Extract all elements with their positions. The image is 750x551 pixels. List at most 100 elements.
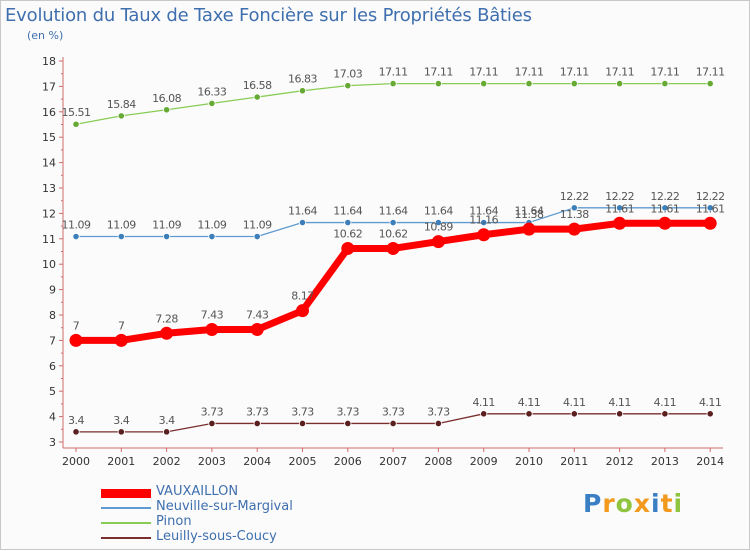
- logo-letter: P: [583, 489, 603, 518]
- x-tick-label: 2014: [696, 455, 724, 468]
- logo-letter: i: [651, 489, 661, 518]
- y-tick-label: 9: [49, 284, 56, 297]
- data-point-pinon: [298, 87, 307, 95]
- data-point-leuilly-sous-coucy: [298, 419, 307, 428]
- data-point-pinon: [706, 80, 714, 88]
- data-point-neuville-sur-margival: [615, 204, 624, 212]
- legend-label-vauxaillon: VAUXAILLON: [156, 484, 239, 499]
- data-label-leuilly-sous-coucy: 3.4: [68, 414, 84, 427]
- y-tick-label: 16: [42, 106, 56, 119]
- data-label-pinon: 16.08: [152, 92, 181, 105]
- data-label-neuville-sur-margival: 12.22: [605, 190, 634, 203]
- legend-label-pinon: Pinon: [156, 514, 192, 529]
- data-label-pinon: 17.11: [424, 66, 453, 79]
- data-point-vauxaillon: [250, 322, 264, 336]
- data-point-vauxaillon: [160, 326, 174, 340]
- data-point-neuville-sur-margival: [298, 218, 307, 227]
- series-layer: [69, 80, 717, 436]
- data-label-pinon: 17.11: [515, 66, 544, 79]
- data-point-leuilly-sous-coucy: [117, 428, 125, 436]
- x-tick-label: 2006: [334, 455, 362, 468]
- data-label-vauxaillon: 10.62: [379, 227, 408, 240]
- proxiti-logo: Proxiti: [583, 489, 683, 518]
- data-label-vauxaillon: 11.16: [469, 214, 498, 227]
- x-tick-label: 2007: [379, 455, 407, 468]
- data-point-neuville-sur-margival: [434, 218, 442, 227]
- data-label-vauxaillon: 7.43: [246, 308, 269, 321]
- data-point-neuville-sur-margival: [344, 218, 352, 227]
- y-tick-label: 6: [49, 360, 56, 373]
- y-tick-label: 13: [42, 182, 56, 195]
- data-point-vauxaillon: [658, 216, 672, 230]
- data-point-leuilly-sous-coucy: [344, 419, 352, 428]
- chart-unit-label: (en %): [27, 29, 64, 42]
- data-label-vauxaillon: 7: [73, 319, 80, 332]
- data-point-pinon: [344, 82, 352, 90]
- data-point-neuville-sur-margival: [72, 232, 80, 241]
- data-point-vauxaillon: [341, 241, 355, 255]
- data-label-leuilly-sous-coucy: 3.4: [113, 414, 129, 427]
- data-point-neuville-sur-margival: [661, 204, 669, 212]
- data-point-vauxaillon: [114, 333, 128, 347]
- data-label-leuilly-sous-coucy: 4.11: [472, 396, 495, 409]
- data-point-pinon: [480, 80, 488, 88]
- data-label-vauxaillon: 7.28: [155, 312, 178, 325]
- legend-label-leuilly-sous-coucy: Leuilly-sous-Coucy: [156, 529, 277, 544]
- x-tick-label: 2005: [289, 455, 317, 468]
- data-label-leuilly-sous-coucy: 3.73: [382, 405, 405, 418]
- y-tick-label: 15: [42, 131, 56, 144]
- data-point-leuilly-sous-coucy: [389, 419, 397, 428]
- x-tick-label: 2000: [62, 455, 90, 468]
- data-label-pinon: 17.11: [379, 66, 408, 79]
- data-point-pinon: [117, 112, 125, 120]
- data-point-neuville-sur-margival: [389, 218, 397, 227]
- x-tick-label: 2011: [560, 455, 588, 468]
- data-point-vauxaillon: [522, 222, 536, 236]
- data-point-leuilly-sous-coucy: [525, 410, 533, 418]
- legend-label-neuville-sur-margival: Neuville-sur-Margival: [156, 499, 293, 514]
- data-point-pinon: [570, 80, 578, 88]
- data-point-neuville-sur-margival: [480, 218, 488, 227]
- logo-letter: i: [673, 489, 684, 518]
- data-point-neuville-sur-margival: [117, 232, 125, 241]
- x-tick-label: 2002: [153, 455, 181, 468]
- data-point-pinon: [389, 80, 397, 88]
- data-label-pinon: 17.03: [333, 68, 362, 81]
- data-label-leuilly-sous-coucy: 3.73: [337, 405, 360, 418]
- data-point-leuilly-sous-coucy: [72, 428, 80, 436]
- data-label-neuville-sur-margival: 12.22: [650, 190, 679, 203]
- data-label-neuville-sur-margival: 11.64: [469, 205, 498, 218]
- data-point-vauxaillon: [386, 241, 400, 255]
- data-point-neuville-sur-margival: [706, 204, 714, 212]
- data-label-pinon: 17.11: [605, 66, 634, 79]
- legend-swatch-vauxaillon: [101, 488, 151, 498]
- data-point-leuilly-sous-coucy: [570, 410, 578, 418]
- y-tick-label: 5: [49, 385, 56, 398]
- x-tick-label: 2003: [198, 455, 226, 468]
- data-point-neuville-sur-margival: [570, 204, 578, 212]
- data-label-pinon: 17.11: [650, 66, 679, 79]
- data-point-vauxaillon: [703, 216, 717, 230]
- data-label-neuville-sur-margival: 11.64: [333, 205, 362, 218]
- data-label-leuilly-sous-coucy: 3.73: [201, 405, 224, 418]
- logo-letter: o: [615, 489, 634, 518]
- data-point-leuilly-sous-coucy: [661, 410, 669, 418]
- y-tick-label: 4: [49, 411, 56, 424]
- data-label-neuville-sur-margival: 12.22: [560, 190, 589, 203]
- y-tick-label: 12: [42, 207, 56, 220]
- data-label-neuville-sur-margival: 11.64: [379, 205, 408, 218]
- data-label-neuville-sur-margival: 11.09: [197, 219, 226, 232]
- data-point-leuilly-sous-coucy: [480, 410, 488, 418]
- y-tick-label: 10: [42, 258, 56, 271]
- data-point-vauxaillon: [613, 216, 627, 230]
- data-point-vauxaillon: [431, 235, 445, 249]
- logo-letter: x: [633, 489, 651, 518]
- data-label-leuilly-sous-coucy: 4.11: [699, 396, 722, 409]
- data-label-leuilly-sous-coucy: 4.11: [608, 396, 631, 409]
- x-tick-label: 2008: [424, 455, 452, 468]
- data-label-neuville-sur-margival: 11.64: [515, 205, 544, 218]
- data-label-vauxaillon: 11.61: [650, 202, 679, 215]
- data-label-pinon: 15.84: [107, 98, 136, 111]
